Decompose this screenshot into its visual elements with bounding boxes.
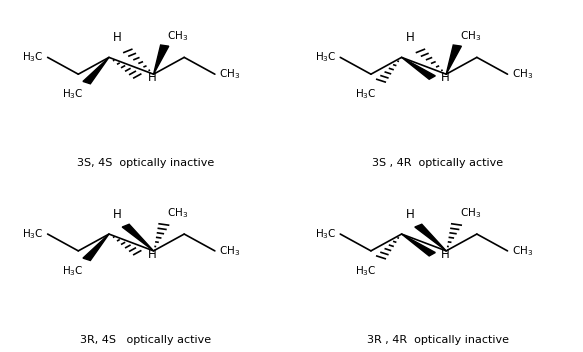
Text: H: H	[406, 208, 415, 221]
Text: H: H	[148, 71, 157, 84]
Text: CH$_3$: CH$_3$	[219, 67, 240, 81]
Text: H$_3$C: H$_3$C	[314, 227, 336, 241]
Text: H$_3$C: H$_3$C	[22, 50, 44, 64]
Text: CH$_3$: CH$_3$	[167, 206, 189, 220]
Polygon shape	[83, 57, 109, 84]
Text: 3S , 4R  optically active: 3S , 4R optically active	[373, 158, 503, 168]
Polygon shape	[415, 224, 446, 251]
Polygon shape	[402, 234, 436, 256]
Text: H: H	[441, 71, 449, 84]
Text: CH$_3$: CH$_3$	[167, 29, 189, 43]
Text: CH$_3$: CH$_3$	[460, 29, 482, 43]
Text: 3R, 4S   optically active: 3R, 4S optically active	[80, 335, 210, 345]
Text: H$_3$C: H$_3$C	[62, 88, 84, 101]
Text: H: H	[406, 31, 415, 44]
Text: CH$_3$: CH$_3$	[460, 206, 482, 220]
Text: CH$_3$: CH$_3$	[512, 244, 533, 258]
Polygon shape	[83, 234, 109, 260]
Text: H$_3$C: H$_3$C	[22, 227, 44, 241]
Text: H: H	[441, 248, 449, 261]
Polygon shape	[153, 45, 168, 74]
Text: H$_3$C: H$_3$C	[62, 264, 84, 278]
Text: H$_3$C: H$_3$C	[355, 88, 377, 101]
Text: CH$_3$: CH$_3$	[219, 244, 240, 258]
Text: CH$_3$: CH$_3$	[512, 67, 533, 81]
Polygon shape	[402, 57, 436, 79]
Polygon shape	[446, 45, 461, 74]
Polygon shape	[122, 224, 153, 251]
Text: H$_3$C: H$_3$C	[355, 264, 377, 278]
Text: H: H	[113, 208, 122, 221]
Text: H: H	[113, 31, 122, 44]
Text: 3R , 4R  optically inactive: 3R , 4R optically inactive	[367, 335, 509, 345]
Text: 3S, 4S  optically inactive: 3S, 4S optically inactive	[76, 158, 214, 168]
Text: H$_3$C: H$_3$C	[314, 50, 336, 64]
Text: H: H	[148, 248, 157, 261]
